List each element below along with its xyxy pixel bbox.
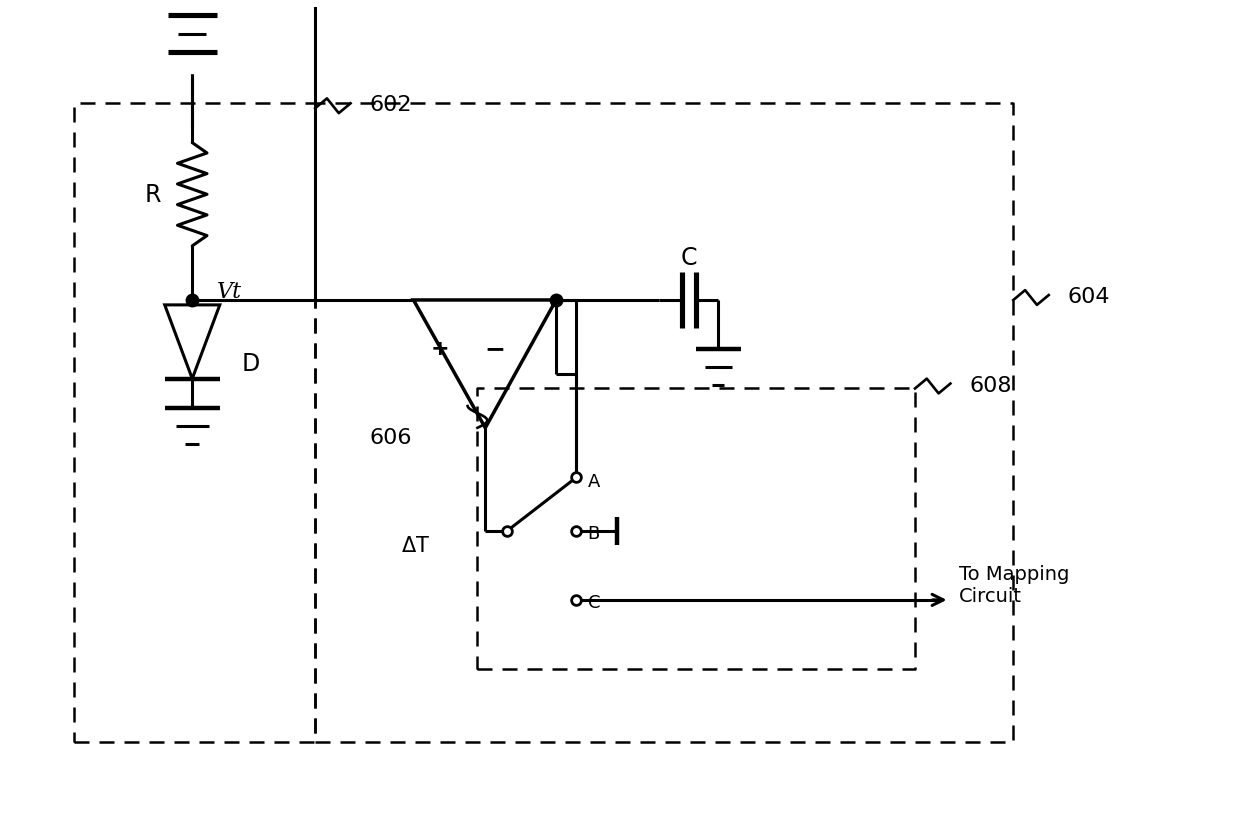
Text: To Mapping
Circuit: To Mapping Circuit: [960, 565, 1070, 606]
Text: C: C: [588, 594, 600, 612]
Text: −: −: [484, 337, 505, 362]
Text: C: C: [681, 246, 697, 270]
Text: B: B: [588, 525, 600, 543]
Text: A: A: [588, 473, 600, 491]
Text: +: +: [430, 339, 449, 359]
Text: R: R: [145, 182, 161, 207]
Text: $\Delta$T: $\Delta$T: [401, 536, 430, 556]
Text: 606: 606: [370, 427, 412, 447]
Text: 604: 604: [1068, 287, 1110, 307]
Text: D: D: [242, 352, 259, 376]
Text: Vt: Vt: [217, 281, 242, 303]
Text: 602: 602: [370, 95, 412, 115]
Text: 608: 608: [970, 376, 1012, 396]
